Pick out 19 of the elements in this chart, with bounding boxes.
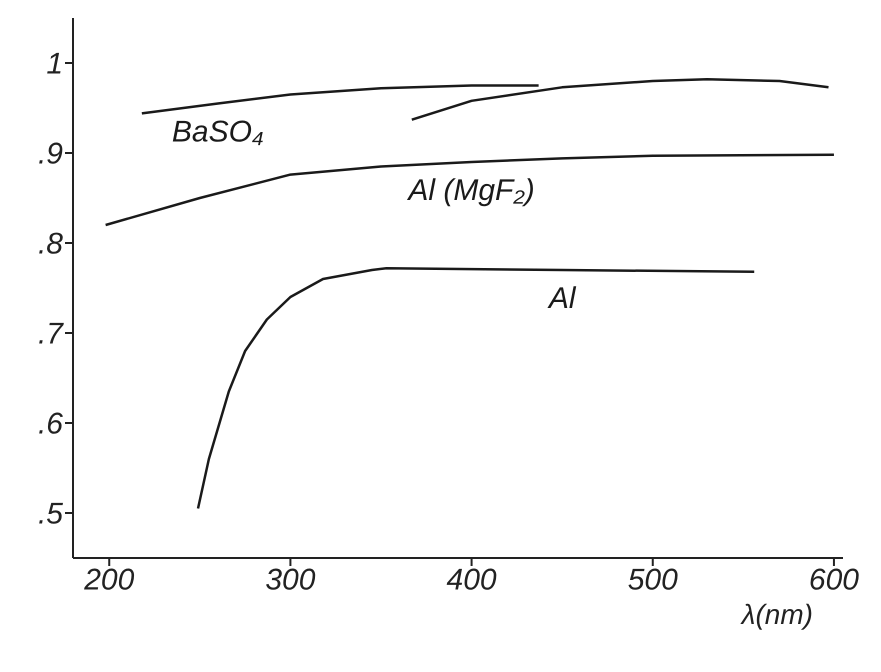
y-tick-label: .6 [38, 408, 64, 441]
series-label: Al [546, 282, 577, 315]
line-series [140, 84, 540, 115]
series-label: Al (MgF₂) [406, 174, 535, 207]
line-series [196, 266, 756, 510]
x-tick-label: 300 [265, 563, 316, 596]
line-series [104, 154, 836, 226]
y-tick-label: .9 [38, 138, 64, 171]
y-tick-label: .5 [38, 498, 64, 531]
line-series [410, 78, 830, 121]
y-tick-label: .7 [38, 318, 64, 351]
y-tick-label: 1 [46, 48, 63, 81]
x-tick-label: 200 [83, 563, 135, 596]
series-label: BaSO₄ [172, 116, 264, 148]
x-tick-label: 500 [628, 563, 678, 596]
x-tick-label: 400 [446, 563, 497, 596]
y-tick-label: .8 [38, 228, 64, 261]
x-axis-title: λ(nm) [740, 599, 813, 630]
x-tick-label: 600 [808, 563, 860, 596]
